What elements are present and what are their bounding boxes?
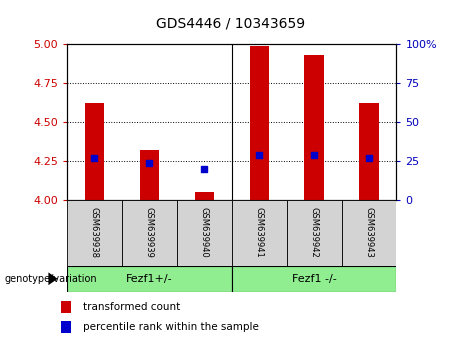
Bar — [140, 150, 159, 200]
Bar — [61, 321, 71, 333]
Bar — [304, 55, 324, 200]
Bar — [61, 301, 71, 313]
Bar — [249, 46, 269, 200]
Text: GSM639941: GSM639941 — [254, 207, 264, 258]
Bar — [67, 266, 231, 292]
Bar — [177, 200, 231, 266]
Bar — [360, 103, 378, 200]
Text: GSM639942: GSM639942 — [309, 207, 319, 258]
Bar — [67, 200, 122, 266]
Text: GSM639938: GSM639938 — [90, 207, 99, 258]
Bar — [342, 200, 396, 266]
Text: percentile rank within the sample: percentile rank within the sample — [83, 322, 259, 332]
Point — [201, 166, 208, 172]
Point — [146, 160, 153, 165]
Point — [255, 152, 263, 158]
Text: Fezf1+/-: Fezf1+/- — [126, 274, 172, 284]
Text: GSM639940: GSM639940 — [200, 207, 209, 258]
Text: genotype/variation: genotype/variation — [5, 274, 97, 284]
Polygon shape — [48, 273, 58, 285]
Text: GDS4446 / 10343659: GDS4446 / 10343659 — [156, 16, 305, 30]
Bar — [85, 103, 104, 200]
Text: Fezf1 -/-: Fezf1 -/- — [292, 274, 337, 284]
Text: GSM639943: GSM639943 — [365, 207, 373, 258]
Text: transformed count: transformed count — [83, 302, 180, 312]
Point — [91, 155, 98, 161]
Bar — [195, 192, 214, 200]
Point — [310, 152, 318, 158]
Text: GSM639939: GSM639939 — [145, 207, 154, 258]
Bar — [122, 200, 177, 266]
Bar — [231, 200, 287, 266]
Bar — [287, 200, 342, 266]
Bar — [231, 266, 396, 292]
Point — [365, 155, 372, 161]
